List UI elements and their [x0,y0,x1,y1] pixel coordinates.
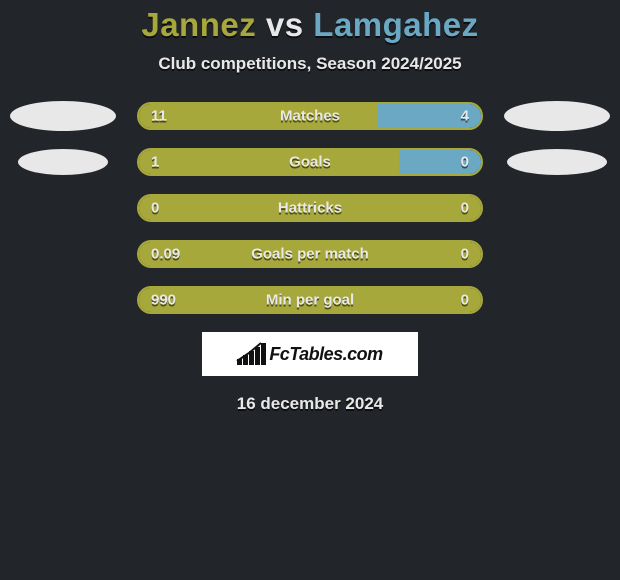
avatar-right-slot [503,101,611,131]
avatar-icon [18,149,108,175]
date-label: 16 december 2024 [0,394,620,414]
stat-value-left: 0.09 [151,246,180,263]
stat-label: Min per goal [266,292,354,309]
stat-label: Goals [289,154,331,171]
stat-bar: 0 0 Hattricks [137,194,483,222]
page-title: Jannez vs Lamgahez [0,6,620,44]
stat-value-left: 990 [151,292,176,309]
avatar-right-slot [503,149,611,175]
avatar-icon [507,149,607,175]
player1-name: Jannez [141,6,256,43]
stat-bar: 0.09 0 Goals per match [137,240,483,268]
stat-row: 11 4 Matches [0,102,620,130]
avatar-left-slot [9,101,117,131]
stat-value-left: 1 [151,154,159,171]
bar-fill-left [139,104,378,128]
stat-row: 0 0 Hattricks [0,194,620,222]
stat-rows: 11 4 Matches 1 0 Goals 0 0 Hattricks 0.09 0 Goals p… [0,102,620,314]
stat-value-right: 0 [461,246,469,263]
player2-name: Lamgahez [313,6,478,43]
comparison-infographic: Jannez vs Lamgahez Club competitions, Se… [0,0,620,414]
avatar-icon [10,101,116,131]
bar-fill-left [139,150,399,174]
stat-row: 990 0 Min per goal [0,286,620,314]
stat-value-right: 0 [461,292,469,309]
subtitle: Club competitions, Season 2024/2025 [0,54,620,74]
stat-label: Goals per match [251,246,369,263]
bar-chart-icon [237,343,265,365]
stat-bar: 1 0 Goals [137,148,483,176]
stat-value-left: 11 [151,108,167,125]
stat-value-right: 0 [461,154,469,171]
stat-row: 0.09 0 Goals per match [0,240,620,268]
stat-value-right: 4 [461,108,469,125]
stat-label: Hattricks [278,200,342,217]
logo-text: FcTables.com [269,344,382,365]
stat-value-right: 0 [461,200,469,217]
stat-row: 1 0 Goals [0,148,620,176]
stat-bar: 11 4 Matches [137,102,483,130]
avatar-left-slot [9,149,117,175]
stat-bar: 990 0 Min per goal [137,286,483,314]
logo-box: FcTables.com [202,332,418,376]
vs-label: vs [266,6,304,43]
stat-label: Matches [280,108,340,125]
avatar-icon [504,101,610,131]
stat-value-left: 0 [151,200,159,217]
